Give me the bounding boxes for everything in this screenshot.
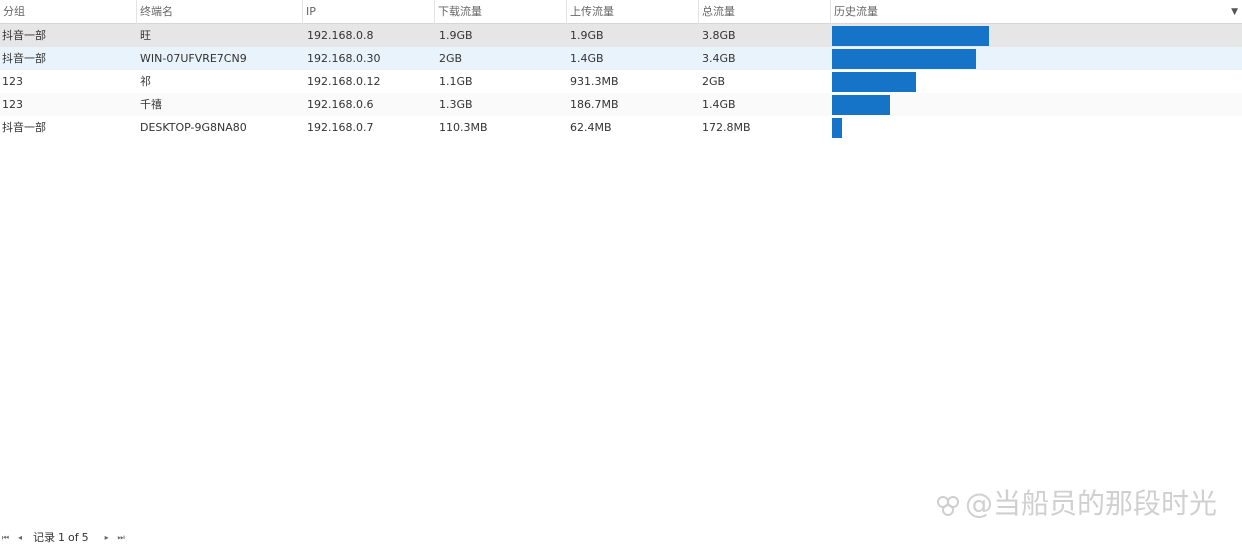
pager-current: 1 (58, 531, 65, 544)
table-row[interactable]: 123 千禧 192.168.0.6 1.3GB 186.7MB 1.4GB (0, 93, 1242, 116)
cell-ip: 192.168.0.30 (307, 52, 381, 65)
cell-download: 110.3MB (439, 121, 488, 134)
cell-terminal: 祁 (140, 75, 151, 88)
table-row[interactable]: 123 祁 192.168.0.12 1.1GB 931.3MB 2GB (0, 70, 1242, 93)
cell-group: 抖音一部 (2, 52, 46, 65)
cell-ip: 192.168.0.8 (307, 29, 374, 42)
cell-terminal: DESKTOP-9G8NA80 (140, 121, 247, 134)
cell-terminal: 旺 (140, 29, 151, 42)
column-header-group[interactable]: 分组 (3, 5, 25, 18)
watermark: @当船员的那段时光 (933, 486, 1217, 522)
next-page-icon[interactable]: ▸ (104, 533, 109, 542)
history-traffic-bar (832, 72, 916, 92)
history-traffic-bar (832, 95, 890, 115)
cell-download: 2GB (439, 52, 463, 65)
cell-download: 1.9GB (439, 29, 473, 42)
column-header-download[interactable]: 下载流量 (434, 0, 566, 24)
first-page-icon[interactable]: ⏮ (1, 533, 10, 542)
cell-upload: 62.4MB (570, 121, 612, 134)
history-traffic-bar (832, 26, 989, 46)
column-header-terminal[interactable]: 终端名 (136, 0, 302, 24)
watermark-logo-icon (936, 496, 959, 516)
cell-upload: 1.4GB (570, 52, 604, 65)
table-row[interactable]: 抖音一部 DESKTOP-9G8NA80 192.168.0.7 110.3MB 62.… (0, 116, 1242, 139)
column-header-ip[interactable]: IP (302, 0, 434, 24)
cell-total: 172.8MB (702, 121, 751, 134)
cell-terminal: 千禧 (140, 98, 162, 111)
cell-ip: 192.168.0.12 (307, 75, 381, 88)
column-header-total[interactable]: 总流量 (698, 0, 830, 24)
column-menu-icon[interactable]: ▼ (1231, 7, 1238, 17)
cell-total: 3.8GB (702, 29, 736, 42)
cell-group: 抖音一部 (2, 29, 46, 42)
cell-total: 1.4GB (702, 98, 736, 111)
grid-body: 抖音一部 旺 192.168.0.8 1.9GB 1.9GB 3.8GB 抖音一部 WIN-0… (0, 24, 1242, 139)
history-traffic-bar (832, 49, 976, 69)
column-header-history[interactable]: 历史流量 (830, 0, 1242, 24)
table-row[interactable]: 抖音一部 WIN-07UFVRE7CN9 192.168.0.30 2GB 1.4GB 3… (0, 47, 1242, 70)
cell-download: 1.3GB (439, 98, 473, 111)
cell-group: 抖音一部 (2, 121, 46, 134)
traffic-grid: 分组 终端名 IP 下载流量 上传流量 总流量 历史流量 ▼ 抖音一部 旺 192.… (0, 0, 1242, 139)
cell-download: 1.1GB (439, 75, 473, 88)
cell-total: 3.4GB (702, 52, 736, 65)
cell-upload: 186.7MB (570, 98, 619, 111)
prev-page-icon[interactable]: ◂ (17, 533, 22, 542)
table-row[interactable]: 抖音一部 旺 192.168.0.8 1.9GB 1.9GB 3.8GB (0, 24, 1242, 47)
cell-terminal: WIN-07UFVRE7CN9 (140, 52, 247, 65)
last-page-icon[interactable]: ⏭ (117, 533, 125, 542)
grid-header: 分组 终端名 IP 下载流量 上传流量 总流量 历史流量 ▼ (0, 0, 1242, 24)
pager-status: 记录 1 of 5 (33, 530, 92, 546)
cell-upload: 1.9GB (570, 29, 604, 42)
cell-group: 123 (2, 98, 23, 111)
pager-of-label: of (68, 531, 79, 544)
column-header-upload[interactable]: 上传流量 (566, 0, 698, 24)
pager-record-label: 记录 (33, 531, 55, 544)
cell-ip: 192.168.0.7 (307, 121, 374, 134)
cell-total: 2GB (702, 75, 726, 88)
pager: ⏮ ◂ 记录 1 of 5 ▸ ⏭ (0, 530, 127, 546)
cell-ip: 192.168.0.6 (307, 98, 374, 111)
watermark-text: @当船员的那段时光 (964, 487, 1217, 520)
cell-upload: 931.3MB (570, 75, 619, 88)
history-traffic-bar (832, 118, 842, 138)
pager-total: 5 (81, 531, 89, 544)
cell-group: 123 (2, 75, 23, 88)
